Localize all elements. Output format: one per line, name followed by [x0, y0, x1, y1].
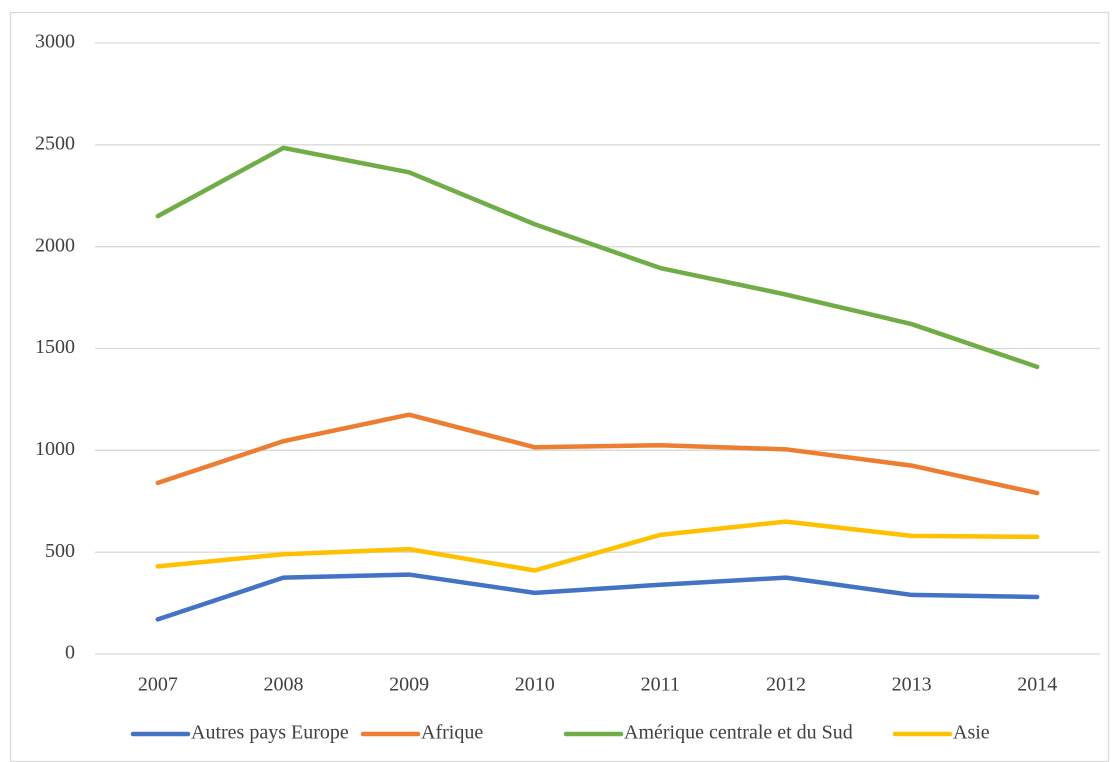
chart-border: [9, 11, 1110, 762]
y-tick-label: 0: [65, 642, 75, 664]
legend-label: Autres pays Europe: [191, 722, 349, 744]
y-tick-label: 3000: [35, 31, 75, 53]
x-tick-label: 2010: [515, 674, 555, 696]
legend-label: Afrique: [421, 722, 483, 744]
x-tick-label: 2007: [138, 674, 178, 696]
x-tick-label: 2013: [892, 674, 932, 696]
legend-label: Amérique centrale et du Sud: [624, 722, 853, 744]
y-tick-label: 1000: [35, 438, 75, 460]
y-tick-label: 1500: [35, 336, 75, 358]
series-line: [155, 145, 1040, 370]
series-line: [155, 412, 1040, 496]
x-tick-label: 2008: [263, 674, 303, 696]
x-tick-label: 2011: [641, 674, 680, 696]
series-line: [155, 572, 1040, 622]
series-line: [155, 519, 1040, 573]
y-tick-label: 500: [45, 540, 75, 562]
x-tick-label: 2012: [766, 674, 806, 696]
y-tick-label: 2000: [35, 234, 75, 256]
legend-label: Asie: [953, 722, 990, 744]
x-tick-label: 2009: [389, 674, 429, 696]
x-tick-label: 2014: [1017, 674, 1057, 696]
y-tick-label: 2500: [35, 132, 75, 154]
